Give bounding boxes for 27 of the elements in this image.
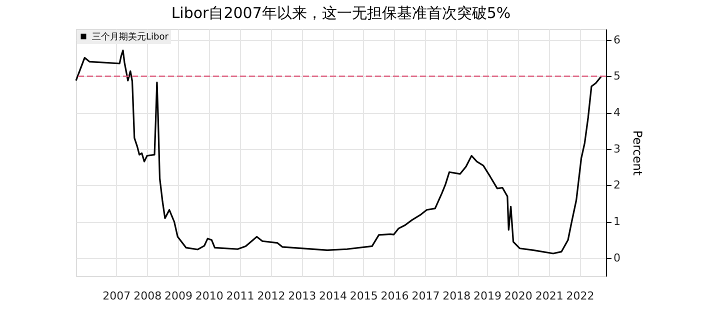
y-tick-label: 5 (614, 70, 620, 83)
x-tick-label: 2018 (442, 290, 471, 302)
legend-label: 三个月期美元Libor (92, 32, 169, 42)
y-tick-label: 6 (614, 33, 620, 46)
x-tick-label: 2012 (257, 290, 286, 302)
x-tick-label: 2015 (350, 290, 378, 302)
chart-title: Libor自2007年以来，这一无担保基准首次突破5% (171, 4, 511, 22)
y-tick-label: 1 (614, 215, 620, 228)
x-tick-label: 2009 (164, 290, 192, 302)
x-tick-label: 2008 (134, 290, 162, 302)
y-tick-label: 2 (614, 178, 620, 192)
y-tick-label: 3 (614, 142, 620, 156)
x-tick-label: 2011 (226, 290, 254, 302)
y-axis-title: Percent (630, 130, 644, 176)
line-series (75, 50, 602, 254)
x-tick-label: 2022 (566, 290, 594, 302)
x-tick-label: 2016 (380, 290, 409, 302)
x-tick-label: 2013 (288, 290, 316, 302)
x-tick-label: 2007 (102, 290, 131, 302)
x-tick-label: 2014 (319, 290, 347, 302)
x-tick-label: 2017 (412, 290, 440, 302)
y-tick-label: 0 (614, 251, 620, 264)
y-tick-label: 4 (614, 106, 620, 120)
x-tick-label: 2020 (504, 290, 532, 302)
x-tick-label: 2021 (535, 290, 564, 302)
x-tick-label: 2019 (474, 290, 502, 302)
x-tick-label: 2010 (195, 290, 224, 302)
